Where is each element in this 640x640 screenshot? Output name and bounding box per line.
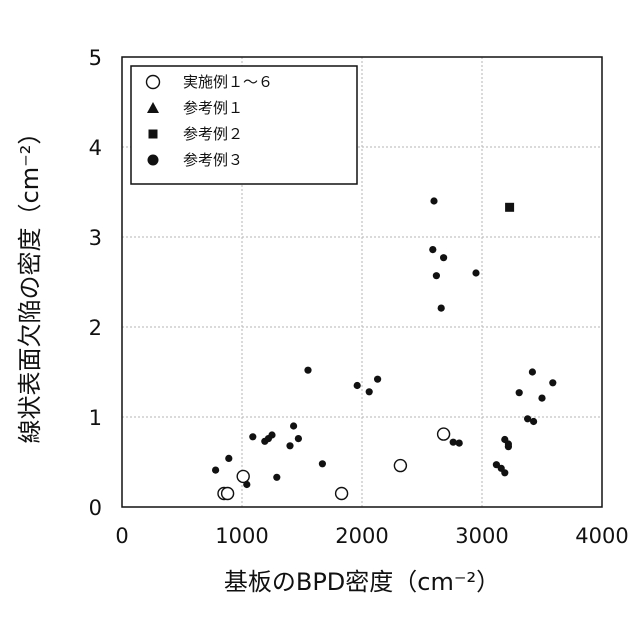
data-point [249,433,256,440]
y-tick-label: 2 [89,316,102,340]
data-point [212,467,219,474]
data-point [394,460,406,472]
x-tick-label: 2000 [335,524,388,548]
data-points [212,197,556,499]
data-point [268,431,275,438]
data-point [319,460,326,467]
y-tick-label: 1 [89,406,102,430]
x-axis-ticks: 0 1000 2000 3000 4000 [115,524,628,548]
y-axis-title: 線状表面欠陥の密度（cm⁻²） [16,121,44,444]
data-point [237,470,249,482]
data-point [273,474,280,481]
x-tick-label: 4000 [575,524,628,548]
data-point [225,455,232,462]
data-point [501,469,508,476]
data-point [429,246,436,253]
data-point [472,269,479,276]
data-point [222,488,234,500]
legend-label: 参考例３ [183,151,243,169]
data-point [538,395,545,402]
data-point [374,376,381,383]
x-tick-label: 3000 [455,524,508,548]
data-point [438,305,445,312]
x-tick-label: 1000 [215,524,268,548]
data-point [529,368,536,375]
data-point [456,440,463,447]
y-tick-label: 3 [89,226,102,250]
data-point [440,254,447,261]
x-axis-title: 基板のBPD密度（cm⁻²） [224,568,500,596]
data-point [430,197,437,204]
x-tick-label: 0 [115,524,128,548]
data-point [354,382,361,389]
legend-label: 参考例２ [183,125,243,143]
data-point [295,435,302,442]
legend-label: 参考例１ [183,99,243,117]
legend: 実施例１～６ 参考例１ 参考例２ 参考例３ [131,66,357,184]
data-point [336,488,348,500]
y-tick-label: 4 [89,136,102,160]
y-axis-ticks: 0 1 2 3 4 5 [89,46,102,520]
data-point [290,422,297,429]
legend-marker [149,130,158,139]
data-point [505,203,514,212]
legend-marker [148,155,159,166]
y-tick-label: 0 [89,496,102,520]
data-point [286,442,293,449]
data-point [366,388,373,395]
data-point [433,272,440,279]
data-point [530,418,537,425]
data-point [549,379,556,386]
data-point [243,481,250,488]
legend-marker [147,76,160,89]
data-point [438,428,450,440]
y-tick-label: 5 [89,46,102,70]
data-point [304,367,311,374]
data-point [516,389,523,396]
legend-label: 実施例１～６ [183,73,273,91]
data-point [505,440,512,447]
